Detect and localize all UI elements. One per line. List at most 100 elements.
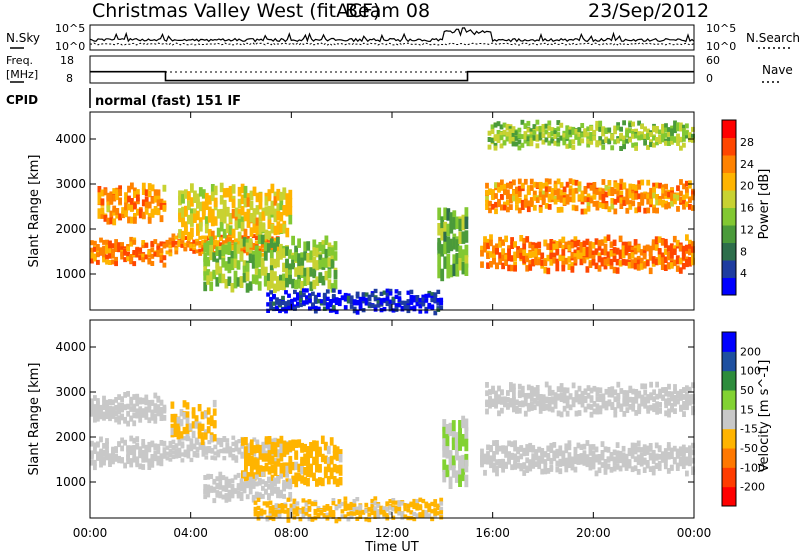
- heatmap-cell: [615, 458, 620, 464]
- heatmap-cell: [212, 269, 217, 280]
- heatmap-cell: [284, 303, 288, 308]
- heatmap-cell: [559, 197, 564, 203]
- heatmap-cell: [203, 252, 208, 262]
- heatmap-cell: [219, 215, 224, 226]
- heatmap-cell: [111, 448, 115, 454]
- heatmap-cell: [512, 401, 516, 408]
- heatmap-cell: [675, 265, 680, 272]
- heatmap-cell: [667, 408, 671, 415]
- heatmap-cell: [625, 138, 629, 144]
- heatmap-cell: [564, 241, 569, 249]
- colorbar-tick-label: 15: [740, 403, 754, 416]
- heatmap-cell: [118, 189, 122, 196]
- heatmap-cell: [159, 412, 164, 419]
- heatmap-cell: [126, 246, 130, 252]
- heatmap-cell: [613, 139, 617, 145]
- heatmap-cell: [312, 279, 317, 290]
- heatmap-cell: [159, 241, 164, 247]
- heatmap-cell: [394, 500, 399, 505]
- heatmap-cell: [601, 402, 606, 409]
- heatmap-cell: [415, 499, 420, 504]
- heatmap-cell: [633, 465, 638, 472]
- heatmap-cell: [660, 252, 665, 259]
- heatmap-cell: [661, 187, 665, 194]
- heatmap-cell: [236, 260, 241, 270]
- heatmap-cell: [198, 243, 203, 248]
- heatmap-cell: [165, 451, 170, 456]
- heatmap-cell: [486, 262, 490, 269]
- heatmap-cell: [544, 181, 549, 188]
- heatmap-cell: [675, 255, 680, 262]
- heatmap-cell: [206, 417, 211, 425]
- heatmap-cell: [96, 455, 100, 461]
- heatmap-cell: [221, 244, 226, 254]
- heatmap-cell: [129, 406, 134, 412]
- heatmap-cell: [183, 242, 188, 247]
- heatmap-cell: [541, 127, 546, 133]
- heatmap-cell: [439, 506, 444, 512]
- heatmap-cell: [153, 392, 158, 399]
- heatmap-cell: [288, 481, 293, 487]
- heatmap-cell: [243, 211, 248, 222]
- heatmap-cell: [297, 463, 302, 473]
- heatmap-cell: [612, 449, 617, 456]
- heatmap-cell: [251, 243, 256, 247]
- heatmap-cell: [491, 203, 495, 210]
- heatmap-cell: [201, 449, 206, 454]
- heatmap-cell: [570, 456, 575, 463]
- heatmap-cell: [446, 254, 451, 267]
- heatmap-cell: [325, 296, 330, 301]
- heatmap-cell: [550, 188, 555, 194]
- heatmap-cell: [670, 139, 674, 145]
- heatmap-cell: [267, 476, 271, 482]
- heatmap-cell: [334, 297, 339, 302]
- heatmap-cell: [622, 135, 626, 141]
- heatmap-cell: [649, 187, 653, 194]
- heatmap-cell: [292, 515, 297, 520]
- heatmap-cell: [288, 274, 292, 285]
- heatmap-cell: [658, 402, 662, 408]
- heatmap-cell: [664, 387, 668, 393]
- heatmap-cell: [391, 296, 396, 302]
- heatmap-cell: [640, 131, 644, 137]
- heatmap-cell: [676, 133, 680, 139]
- heatmap-cell: [442, 445, 447, 458]
- heatmap-cell: [403, 506, 408, 512]
- heatmap-cell: [517, 207, 522, 214]
- heatmap-cell: [245, 242, 250, 253]
- heatmap-cell: [552, 257, 557, 264]
- heatmap-cell: [114, 446, 118, 452]
- heatmap-cell: [588, 246, 593, 254]
- heatmap-cell: [288, 455, 293, 465]
- heatmap-cell: [266, 280, 271, 291]
- heatmap-cell: [224, 493, 229, 499]
- heatmap-cell: [203, 281, 208, 292]
- heatmap-cell: [391, 498, 396, 503]
- colorbar-tick-label: 20: [740, 180, 754, 193]
- heatmap-cell: [509, 196, 513, 202]
- heatmap-cell: [198, 235, 203, 240]
- heatmap-cell: [246, 447, 251, 452]
- heatmap-cell: [120, 402, 124, 409]
- heatmap-cell: [455, 253, 460, 266]
- heatmap-cell: [96, 406, 100, 413]
- heatmap-cell: [126, 410, 130, 417]
- heatmap-cell: [670, 131, 674, 137]
- heatmap-cell: [616, 381, 621, 388]
- heatmap-cell: [643, 389, 648, 396]
- heatmap-cell: [312, 247, 317, 257]
- heatmap-cell: [637, 135, 641, 141]
- heatmap-cell: [129, 258, 134, 264]
- heatmap-cell: [580, 196, 585, 202]
- heatmap-cell: [255, 467, 260, 477]
- heatmap-cell: [634, 145, 638, 151]
- heatmap-cell: [335, 478, 340, 487]
- heatmap-cell: [643, 207, 648, 214]
- x-axis-ticks: 00:00 04:00 08:00 12:00 16:00 20:00 00:00: [73, 112, 711, 540]
- heatmap-cell: [159, 255, 164, 261]
- heatmap-cell: [609, 258, 614, 266]
- heatmap-cell: [294, 439, 299, 448]
- heatmap-cell: [138, 397, 143, 404]
- heatmap-cell: [291, 461, 296, 471]
- heatmap-cell: [628, 188, 633, 195]
